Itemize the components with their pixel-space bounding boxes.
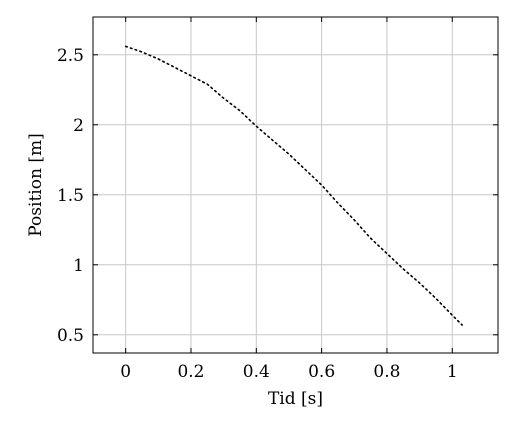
y-tick-label: 1 [73, 256, 84, 276]
y-tick-label: 2.5 [57, 46, 84, 66]
x-tick-labels: 0 0.2 0.4 0.6 0.8 1 [120, 362, 457, 382]
y-axis-label: Position [m] [26, 133, 46, 236]
x-tick-label: 0.8 [373, 362, 400, 382]
x-axis-label: Tid [s] [268, 389, 323, 409]
y-tick-label: 2 [73, 116, 84, 136]
x-tick-label: 0.4 [243, 362, 270, 382]
grid [93, 17, 498, 353]
x-tick-label: 0 [120, 362, 131, 382]
y-tick-labels: 0.5 1 1.5 2 2.5 [57, 46, 84, 346]
series-layer [124, 45, 463, 326]
x-tick-label: 0.6 [308, 362, 335, 382]
y-tick-label: 0.5 [57, 326, 84, 346]
tick-marks [93, 17, 498, 353]
plot-frame [92, 16, 499, 354]
x-tick-label: 0.2 [177, 362, 204, 382]
x-tick-label: 1 [447, 362, 458, 382]
y-tick-label: 1.5 [57, 186, 84, 206]
series-line-0 [124, 45, 463, 326]
